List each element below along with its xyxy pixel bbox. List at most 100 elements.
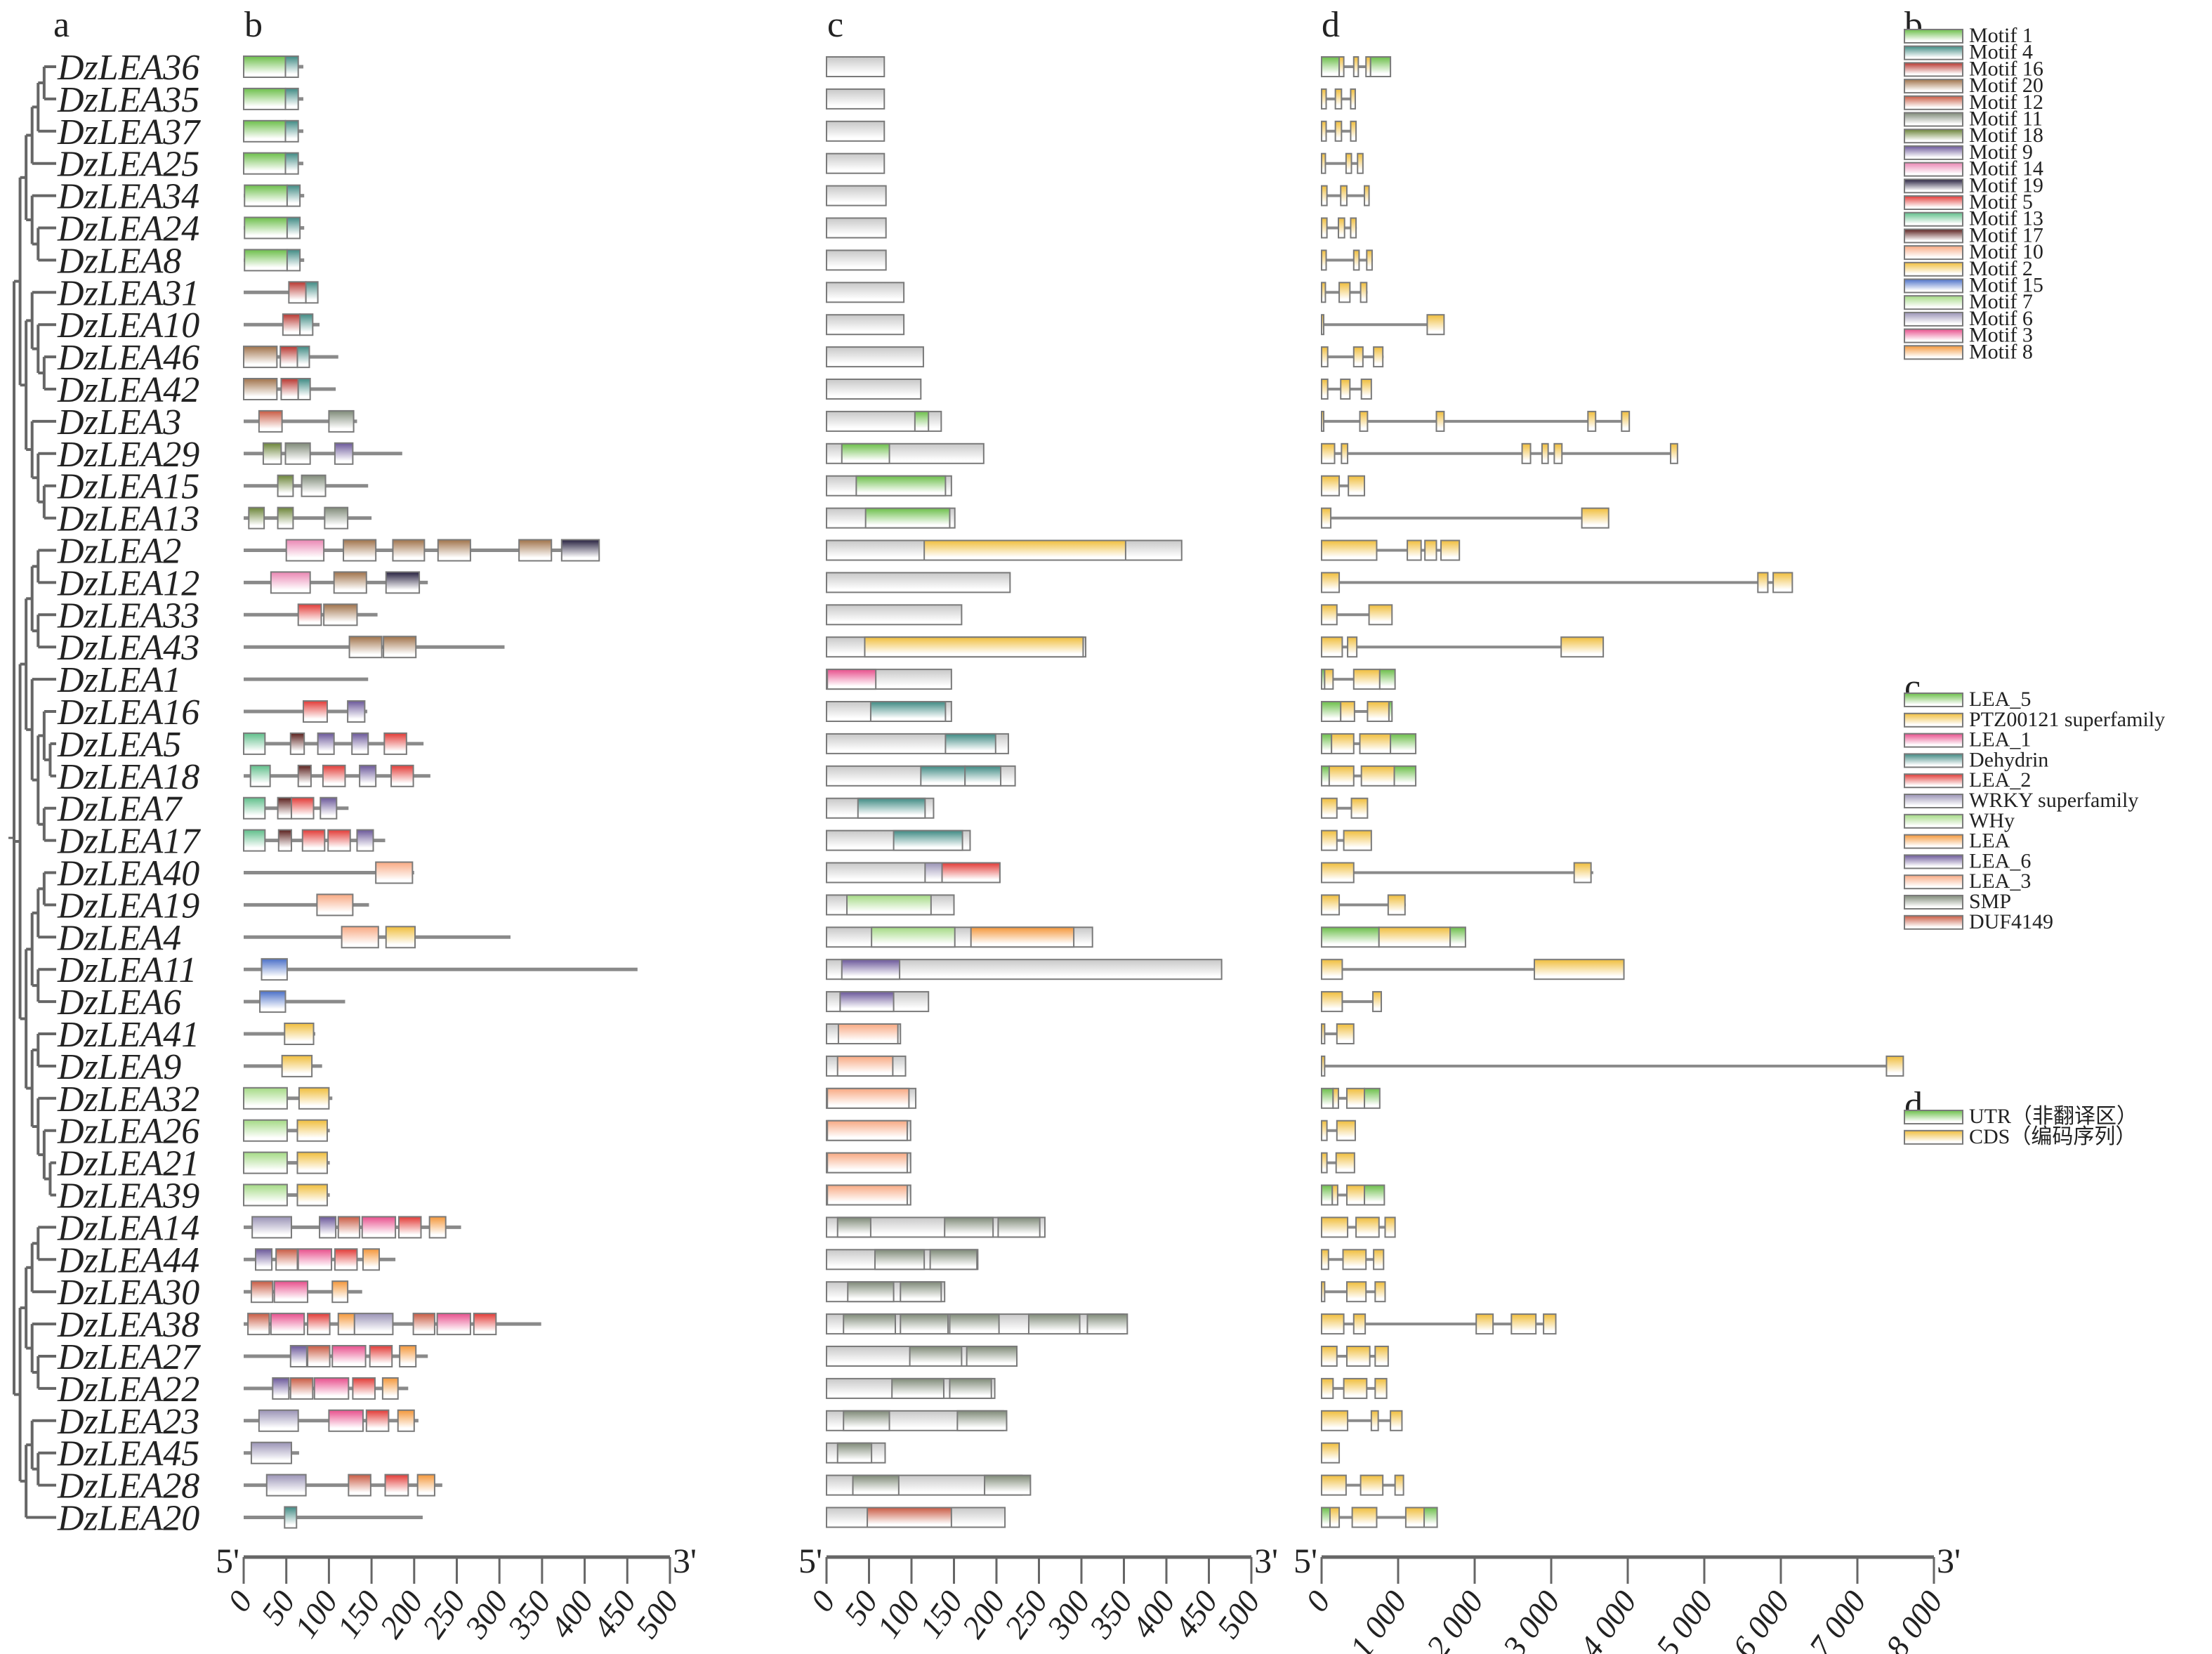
domain-row (826, 1120, 911, 1141)
legend-swatch (1904, 794, 1963, 808)
cds-box (1321, 1249, 1329, 1271)
domain-row (826, 1346, 1018, 1367)
cds-box (1372, 991, 1383, 1013)
domain-row (826, 120, 886, 142)
legend-item: LEA_2 (1904, 768, 2031, 792)
gene-name: DzLEA5 (57, 725, 181, 765)
motif-row (244, 764, 430, 787)
domain-box-SMP (900, 1313, 949, 1335)
tick-label: 1 000 (1343, 1584, 1414, 1654)
cds-box (1337, 217, 1345, 239)
domain-row (826, 410, 942, 432)
cds-box (1424, 539, 1437, 561)
motif-row (244, 958, 638, 981)
gene-name: DzLEA34 (57, 177, 199, 217)
gene-structure-row (1321, 346, 1384, 368)
three-prime-label: 3' (673, 1541, 697, 1580)
motif-box-m4 (284, 119, 299, 143)
utr-box (1393, 765, 1417, 787)
domain-box-SMP (956, 1410, 1008, 1431)
motif-box-m16 (280, 378, 299, 400)
cds-box (1336, 1023, 1355, 1044)
utr-box (1423, 1507, 1438, 1528)
cds-box (1543, 1313, 1557, 1335)
cds-box (1351, 1507, 1378, 1528)
motif-row (244, 1313, 541, 1336)
domain-row (826, 604, 963, 626)
cds-box (1321, 507, 1332, 529)
motif-row (244, 281, 319, 304)
legend-label: Motif 1 (1969, 24, 2033, 47)
gene-structure-row (1321, 1281, 1386, 1303)
motif-row (244, 700, 368, 723)
gene-structure-panel (1321, 56, 1904, 1528)
cds-box (1321, 862, 1355, 884)
cds-box (1378, 926, 1451, 948)
domain-box-PTZ (864, 636, 1084, 658)
domain-box-SMP (843, 1313, 897, 1335)
utr-box (1321, 56, 1341, 77)
gene-name: DzLEA17 (57, 822, 201, 862)
motif-box-m18 (248, 506, 265, 530)
gene-structure-row (1321, 249, 1374, 271)
cds-box (1321, 1442, 1341, 1464)
gene-structure-row (1321, 56, 1392, 77)
motif-box-m3 (313, 1377, 350, 1400)
cds-box (1360, 379, 1372, 400)
legend-swatch (1904, 79, 1963, 94)
tick-label: 7 000 (1802, 1584, 1873, 1654)
cds-box (1352, 669, 1381, 690)
legend-item: Motif 17 (1904, 223, 2043, 247)
domain-box-Dehydrin (920, 765, 966, 787)
cds-box (1338, 56, 1345, 77)
domain-row (826, 765, 1016, 787)
cds-box (1335, 1152, 1355, 1174)
domain-row (826, 152, 886, 174)
motif-row (244, 571, 428, 594)
legend-label: Motif 12 (1969, 91, 2043, 114)
domain-box-LEA_5 (864, 507, 951, 529)
gene-structure-row (1321, 701, 1393, 722)
domain-row (826, 185, 887, 206)
motif-box-m2 (385, 926, 416, 949)
gene-structure-row (1321, 88, 1356, 110)
motif-box-m2 (296, 1119, 328, 1142)
legend-label: LEA (1969, 829, 2010, 853)
domain-row (826, 1410, 1008, 1431)
domain-row (826, 1442, 886, 1464)
cds-box (1341, 442, 1349, 464)
motif-box-m5 (302, 700, 328, 723)
gene-structure-row (1321, 1249, 1385, 1271)
domain-box-Dehydrin (944, 733, 996, 754)
legend-label: Motif 4 (1969, 41, 2033, 64)
domain-box-SMP (891, 1377, 944, 1399)
motif-row (244, 442, 402, 465)
gene-structure-row (1321, 1216, 1396, 1238)
gene-structure-row (1321, 991, 1383, 1013)
motif-box-m4 (286, 216, 301, 239)
domain-box-SMP (949, 1313, 1000, 1335)
legend-item: LEA_6 (1904, 849, 2031, 872)
utr-box (1321, 1184, 1334, 1206)
gene-name: DzLEA2 (57, 532, 181, 572)
motif-box-m12 (275, 1248, 298, 1271)
motif-box-m9 (356, 829, 374, 852)
gene-name: DzLEA44 (57, 1240, 199, 1280)
motif-box-m20 (392, 539, 426, 562)
cds-box (1581, 507, 1609, 529)
motif-box-m10 (341, 926, 379, 949)
gene-name: DzLEA26 (57, 1112, 199, 1152)
legend-swatch (1904, 311, 1963, 327)
legend-label: LEA_5 (1969, 688, 2031, 711)
motif-box-m4 (284, 87, 299, 110)
motif-box-m14 (270, 571, 311, 594)
legend-label: Dehydrin (1969, 748, 2048, 771)
motif-box-m20 (383, 636, 417, 659)
domain-row (826, 56, 886, 77)
domain-box-WRKY (924, 862, 943, 884)
cds-box (1321, 410, 1324, 432)
motif-box-m20 (243, 378, 278, 400)
utr-box (1364, 1184, 1385, 1206)
